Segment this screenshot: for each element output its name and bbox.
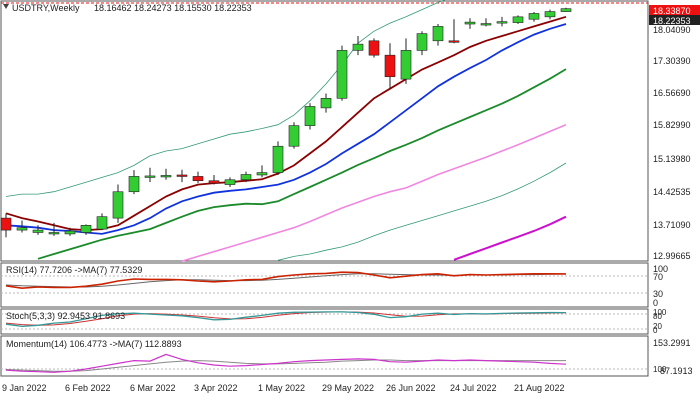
moving-average-overlays [5, 0, 567, 262]
momentum-scale-100: 100 [653, 365, 667, 374]
lower-band-line [277, 162, 567, 261]
candle-body [256, 172, 268, 176]
candle-body [64, 230, 76, 235]
symbol-timeframe-label: USDTRY,Weekly [12, 3, 80, 13]
price-axis-label-3: 16.56690 [653, 88, 691, 98]
rsi-panel [0, 262, 649, 308]
candle-body [400, 50, 412, 80]
high-level-price-label: 18.33870 [653, 6, 691, 16]
date-label-5: 1 May 2022 [258, 383, 305, 393]
candle-body [192, 176, 204, 182]
momentum-lines [5, 353, 567, 373]
high-level-price-tag [649, 5, 700, 15]
date-label-4: 3 Apr 2022 [194, 383, 238, 393]
candle-body [384, 54, 396, 78]
date-axis: 9 Jan 2022 6 Feb 2022 6 Mar 2022 3 Apr 2… [2, 383, 565, 393]
candle-body [240, 174, 252, 181]
date-label-1: 9 Jan 2022 [2, 383, 47, 393]
rsi-scale-100: 100 [653, 264, 668, 274]
rsi-indicator-label: RSI(14) 77.7206 ->MA(7) 77.5329 [6, 265, 142, 275]
stoch-scale-100: 100 [653, 308, 667, 317]
rsi-scale-70: 70 [653, 272, 663, 282]
rsi-lines [5, 271, 567, 290]
candle-body [32, 229, 44, 233]
candle-body [352, 43, 364, 51]
candle-body [416, 33, 428, 51]
rsi-line [5, 271, 567, 290]
candle-body [464, 21, 476, 25]
ma-magenta-line [453, 215, 567, 261]
date-label-8: 24 Jul 2022 [450, 383, 497, 393]
date-label-9: 21 Aug 2022 [514, 383, 565, 393]
momentum-panel [0, 335, 649, 377]
current-price-tag [649, 15, 700, 25]
candle-body [368, 40, 380, 56]
stoch-lines [5, 311, 567, 328]
price-axis-label-5: 15.13980 [653, 154, 691, 164]
candle-body [432, 26, 444, 42]
price-axis-label-8: 12.99665 [653, 251, 691, 261]
candle-body [224, 179, 236, 185]
stoch-indicator-label: Stoch(5,3,3) 92.9453 91.8693 [6, 311, 125, 321]
candle-body [112, 191, 124, 219]
candle-body [480, 23, 492, 26]
candle-body [288, 125, 300, 147]
candle-body [16, 227, 28, 231]
stoch-scale-0: 0 [653, 326, 658, 335]
stoch-k-line [5, 311, 567, 328]
ohlc-values-label: 18.16462 18.24273 18.15530 18.22353 [94, 3, 252, 13]
rsi-scale-0: 0 [653, 298, 658, 308]
candle-body [304, 106, 316, 126]
triangle-down-icon[interactable] [3, 4, 9, 9]
candle-body [496, 21, 508, 24]
candlestick-series [0, 7, 572, 238]
date-label-3: 6 Mar 2022 [130, 383, 176, 393]
stoch-scale-80: 80 [653, 312, 662, 321]
ma-pink-line [181, 123, 567, 262]
price-axis-label-6: 14.42535 [653, 187, 691, 197]
candle-body [320, 98, 332, 109]
main-price-panel [0, 0, 649, 262]
date-label-2: 6 Feb 2022 [65, 383, 111, 393]
candle-body [272, 145, 284, 173]
candle-body [48, 232, 60, 235]
price-axis-label-1: 18.04090 [653, 25, 691, 35]
candle-body [176, 174, 188, 177]
candle-body [128, 176, 140, 193]
candle-body [208, 180, 220, 184]
upper-band-line [5, 0, 446, 197]
ma-blue-line [5, 23, 567, 235]
price-axis-label-4: 15.82990 [653, 120, 691, 130]
candle-body [560, 8, 572, 12]
candle-body [0, 217, 12, 231]
momentum-indicator-label: Momentum(14) 106.4773 ->MA(7) 112.8893 [6, 339, 182, 349]
candle-body [528, 13, 540, 20]
candle-body [80, 224, 92, 233]
momentum-line [5, 353, 567, 373]
candle-body [96, 216, 108, 230]
candle-body [160, 175, 172, 178]
price-axis-label-2: 17.30390 [653, 56, 691, 66]
price-axis-label-7: 13.71090 [653, 220, 691, 230]
date-label-6: 29 May 2022 [322, 383, 374, 393]
candle-body [336, 50, 348, 99]
momentum-scale-top: 153.2991 [653, 338, 691, 348]
candle-body [512, 16, 524, 23]
ma-green-line [37, 68, 567, 260]
rsi-scale-30: 30 [653, 289, 663, 299]
candle-body [448, 40, 460, 43]
stoch-scale-20: 20 [653, 322, 662, 331]
candle-body [544, 11, 556, 18]
momentum-scale-bottom: 87.1913 [660, 366, 693, 376]
candle-body [144, 175, 156, 178]
date-label-7: 26 Jun 2022 [386, 383, 436, 393]
current-price-label: 18.22353 [653, 16, 691, 26]
